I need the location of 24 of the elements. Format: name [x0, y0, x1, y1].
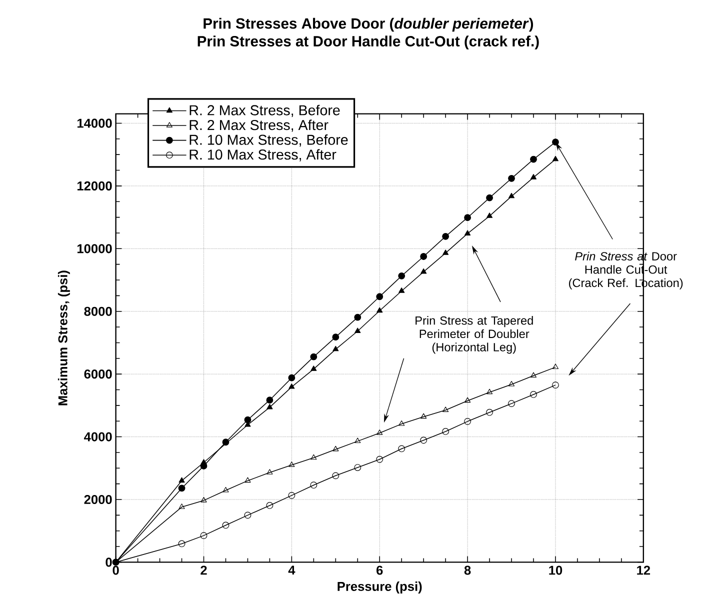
x-tick-label: 6	[376, 566, 383, 575]
legend-label: R. 10 Max Stress, After	[190, 149, 336, 162]
annotation: Prin Stress at Tapered Perimeter of Doubler (Horizontal Leg)	[416, 316, 533, 354]
y-tick-label: 10000	[77, 244, 112, 254]
y-tick-label: 4000	[84, 432, 112, 442]
y-tick-label: 12000	[77, 182, 112, 191]
x-tick-label: 4	[288, 566, 296, 575]
x-axis-title: Pressure (psi)	[338, 582, 422, 594]
x-tick-label: 0	[112, 566, 119, 575]
x-tick-label: 12	[637, 566, 650, 575]
y-tick-label: 14000	[77, 118, 112, 128]
x-tick-label: 10	[549, 566, 562, 575]
y-tick-label: 0	[106, 558, 112, 567]
legend-label: R. 2 Max Stress, Before	[190, 104, 340, 118]
legend-label: R. 2 Max Stress, After	[190, 120, 328, 132]
legend-label: R. 10 Max Stress, Before	[190, 134, 348, 147]
y-tick-label: 6000	[84, 370, 112, 379]
chart-subtitle: Prin Stresses at Door Handle Cut-Out (crack ref.)	[198, 36, 539, 50]
chart-title: Prin Stresses Above Door (doubler periemeter)	[204, 18, 534, 32]
x-tick-label: 8	[464, 566, 471, 575]
x-tick-label: 2	[200, 566, 207, 575]
y-tick-label: 8000	[84, 306, 112, 316]
y-axis-title: Maximum Stress, (psi)	[58, 270, 70, 406]
y-tick-label: 2000	[84, 495, 112, 504]
